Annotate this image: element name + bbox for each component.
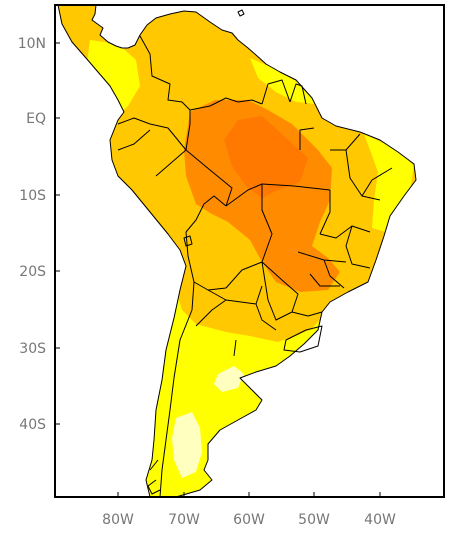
border-peru-bolivia <box>185 195 227 233</box>
border-venezuela-brazil <box>189 97 263 111</box>
shade-yellow-northeast <box>364 134 414 232</box>
country-borders <box>117 35 393 497</box>
shade-pale-yellow-patagonia <box>172 412 202 478</box>
falklands-hint <box>237 9 245 17</box>
lon-label-60w: 60W <box>233 512 265 528</box>
border-argentina-provinces <box>195 285 277 357</box>
lon-label-50w: 50W <box>298 512 330 528</box>
shade-dark-orange-core <box>224 116 308 198</box>
border-chile-regions <box>147 459 161 495</box>
shade-yellow-northwest <box>86 40 140 120</box>
lon-label-70w: 70W <box>168 512 200 528</box>
border-uruguay <box>283 325 323 353</box>
border-brazil-states <box>261 127 393 289</box>
border-peru-brazil <box>155 149 233 207</box>
shade-yellow-northcoast <box>250 58 316 104</box>
lon-label-40w: 40W <box>364 512 396 528</box>
lat-label-20s: 20S <box>19 264 46 280</box>
border-guianas <box>261 79 307 105</box>
latitude-axis: 10N EQ 10S 20S 30S 40S <box>18 36 60 433</box>
border-colombia-brazil <box>185 110 191 151</box>
border-colombia-venezuela <box>139 35 191 111</box>
longitude-axis: 80W 70W 60W 50W 40W <box>102 492 396 528</box>
border-bolivia-brazil <box>225 183 273 263</box>
shade-pale-yellow-pampa <box>214 366 244 392</box>
lat-label-30s: 30S <box>19 341 46 357</box>
lat-label-eq: EQ <box>26 111 46 127</box>
lat-label-10s: 10S <box>19 188 46 204</box>
lat-label-40s: 40S <box>19 417 46 433</box>
border-ecuador-peru <box>117 129 151 151</box>
lake-titicaca <box>183 235 193 247</box>
border-colombia-ecuador <box>117 117 187 151</box>
border-argentina-chile <box>159 281 195 497</box>
lon-label-80w: 80W <box>102 512 134 528</box>
border-argentina-brazil <box>291 311 323 317</box>
border-bolivia-paraguay <box>225 261 263 289</box>
lat-label-10n: 10N <box>18 36 46 52</box>
